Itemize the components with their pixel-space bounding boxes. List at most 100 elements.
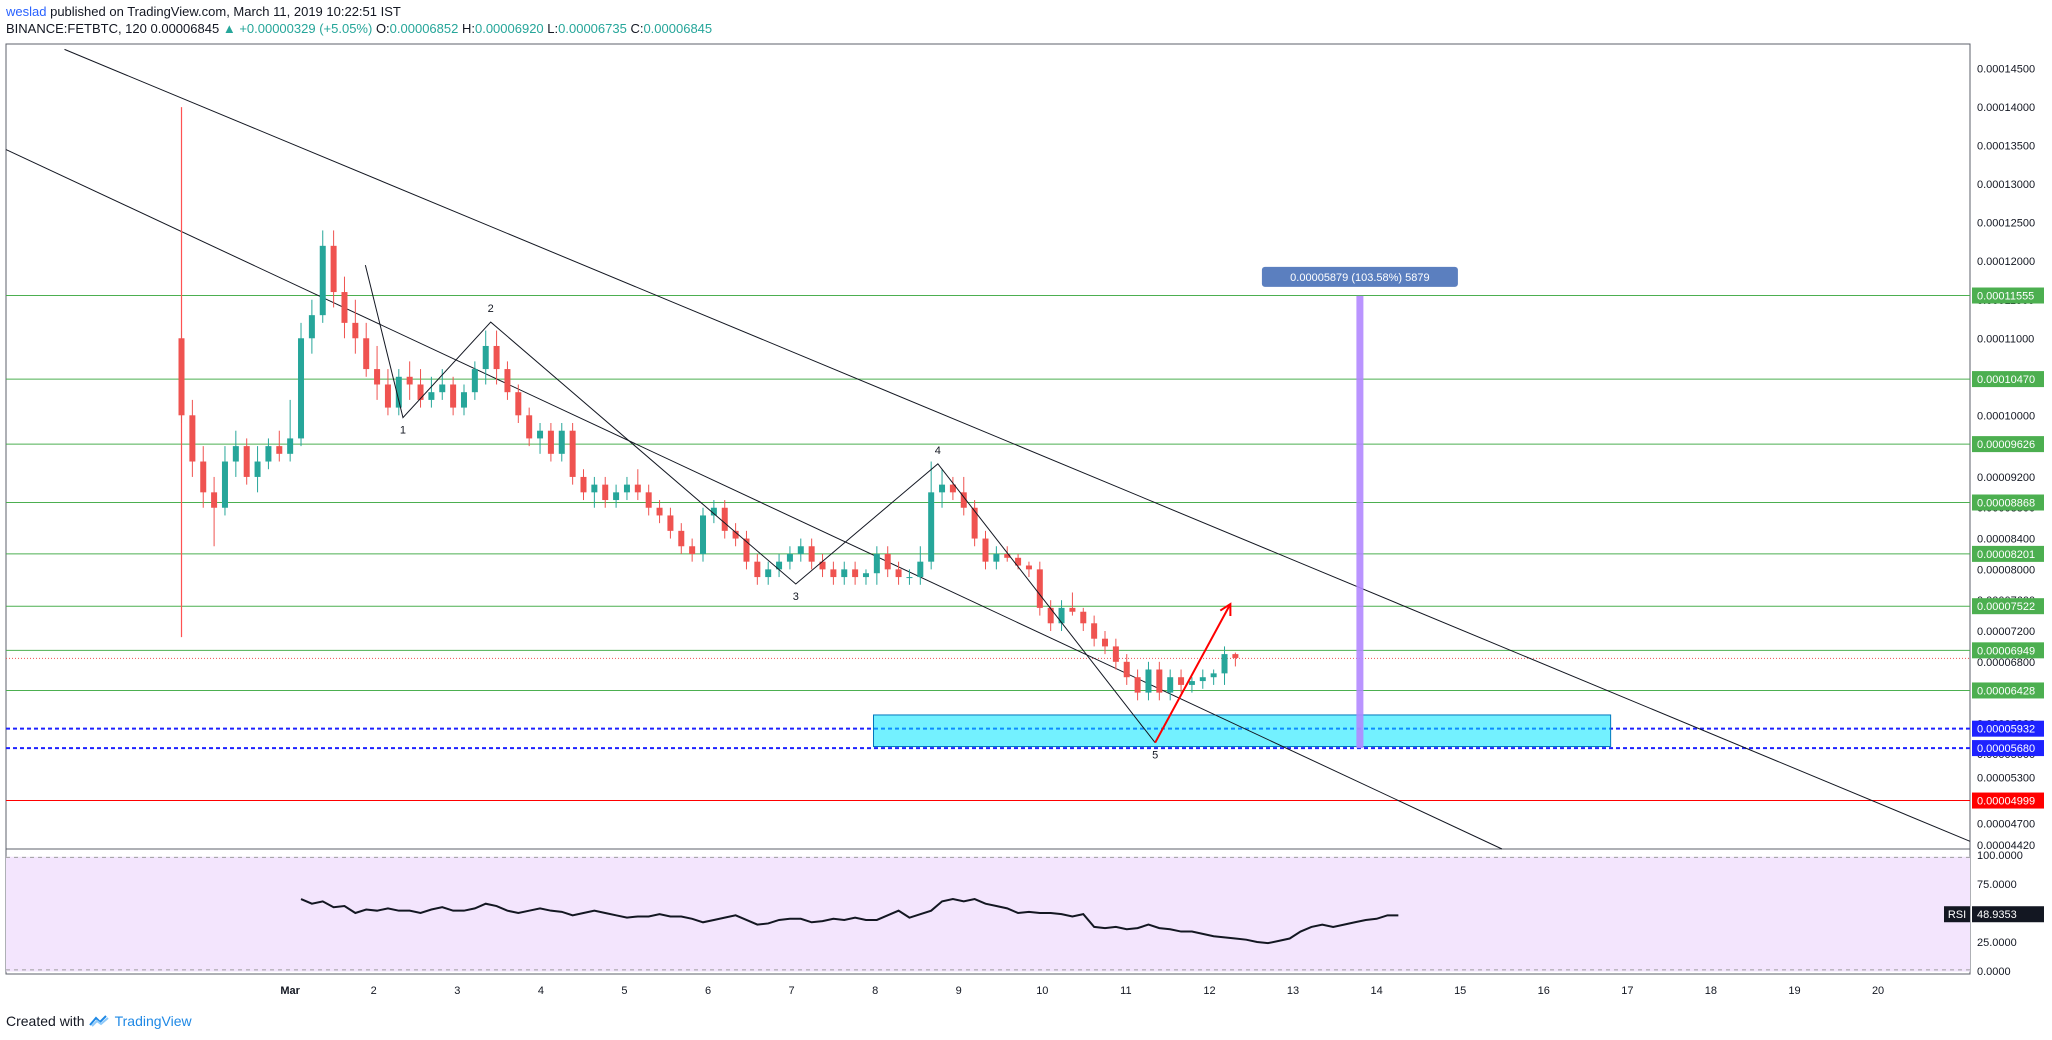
- candle-body-42: [634, 484, 641, 493]
- candle-body-68: [917, 561, 924, 578]
- time-tick-6: 7: [789, 985, 795, 997]
- price-tick-1: 0.00014000: [1977, 102, 2035, 114]
- publish-text: published on TradingView.com, March 11, …: [50, 4, 401, 19]
- price-badge-0.00006949: [1972, 642, 2044, 659]
- candle-body-18: [374, 369, 381, 385]
- candle-body-59: [819, 561, 826, 570]
- tradingview-logo-icon: [88, 1015, 109, 1027]
- price-badge-text-0.00007522: 0.00007522: [1977, 601, 2035, 613]
- high-value: 0.00006920: [474, 21, 544, 36]
- low-value: 0.00006735: [558, 21, 627, 36]
- candle-body-7: [254, 461, 261, 477]
- candle-body-3: [211, 492, 218, 508]
- price-tick-17: 0.00006800: [1977, 657, 2035, 669]
- candle-body-29: [493, 345, 500, 370]
- candle-body-91: [1167, 677, 1174, 693]
- candle-body-56: [786, 553, 793, 562]
- candle-body-37: [580, 476, 587, 493]
- demand-zone: [873, 714, 1612, 748]
- price-badge-text-0.00004999: 0.00004999: [1977, 796, 2035, 808]
- price-badge-text-0.00006428: 0.00006428: [1977, 685, 2035, 697]
- rsi-line: [300, 898, 1399, 945]
- price-tick-13: 0.00008400: [1977, 534, 2035, 546]
- time-tick-7: 8: [872, 985, 878, 997]
- time-tick-17: 18: [1705, 985, 1717, 997]
- candle-body-69: [928, 492, 935, 562]
- candle-body-76: [1004, 553, 1011, 558]
- tradingview-link[interactable]: TradingView: [114, 1013, 192, 1029]
- candle-body-45: [667, 515, 674, 531]
- candle-body-17: [363, 338, 370, 370]
- last-price: 0.00006845: [150, 21, 220, 36]
- rsi-tick-2: 25.0000: [1977, 937, 2017, 949]
- candle-body-81: [1058, 607, 1065, 624]
- publish-info: weslad published on TradingView.com, Mar…: [6, 3, 401, 20]
- candle-body-41: [623, 484, 630, 493]
- time-tick-8: 9: [956, 985, 962, 997]
- candle-body-75: [993, 553, 1000, 562]
- time-tick-10: 11: [1120, 985, 1131, 997]
- time-tick-12: 13: [1287, 985, 1299, 997]
- candle-body-36: [569, 430, 576, 477]
- candle-body-20: [395, 376, 402, 408]
- candle-body-87: [1123, 661, 1130, 678]
- candle-body-53: [754, 561, 761, 578]
- price-badge-0.00008201: [1972, 545, 2044, 562]
- price-badge-0.00005680: [1972, 740, 2044, 757]
- candle-body-77: [1015, 557, 1022, 566]
- price-badge-0.00010470: [1972, 371, 2044, 388]
- candle-body-88: [1134, 677, 1141, 693]
- close-label: C:: [630, 21, 644, 36]
- price-badge-text-0.00008201: 0.00008201: [1977, 549, 2035, 561]
- candle-body-9: [276, 446, 283, 454]
- candle-body-39: [602, 484, 609, 501]
- time-tick-18: 19: [1788, 985, 1800, 997]
- candle-body-25: [450, 384, 457, 408]
- wave-label-4: 4: [935, 445, 941, 457]
- candle-body-40: [613, 492, 620, 501]
- candle-body-30: [504, 369, 511, 393]
- rsi-tick-0: 100.0000: [1977, 850, 2023, 862]
- time-tick-3: 4: [538, 985, 544, 997]
- price-change: +0.00000329 (+5.05%): [239, 21, 373, 36]
- candle-body-61: [841, 569, 848, 578]
- candle-body-46: [678, 530, 685, 547]
- price-tick-0: 0.00014500: [1977, 64, 2035, 76]
- candle-body-5: [232, 446, 239, 462]
- target-arrow-line: [1154, 603, 1232, 744]
- candle-body-43: [645, 492, 652, 508]
- candle-body-26: [460, 392, 467, 408]
- high-label: H:: [461, 21, 475, 36]
- price-badge-text-0.00011555: 0.00011555: [1977, 291, 2034, 303]
- candle-body-80: [1047, 607, 1054, 624]
- price-badge-0.00004999: [1972, 792, 2044, 809]
- low-label: L:: [547, 21, 559, 36]
- candle-body-0: [178, 338, 185, 416]
- measure-label: 0.00005879 (103.58%) 5879: [1290, 272, 1429, 284]
- candle-body-95: [1210, 673, 1217, 678]
- ohlc-legend: BINANCE:FETBTC, 120 0.00006845 ▲ +0.0000…: [6, 20, 712, 37]
- candle-body-34: [547, 430, 554, 454]
- candle-body-71: [949, 484, 956, 493]
- candle-body-21: [406, 376, 413, 385]
- candle-body-35: [558, 430, 565, 454]
- candle-body-19: [384, 384, 391, 408]
- price-badge-0.00011555: [1972, 287, 2044, 304]
- candle-body-58: [808, 546, 815, 562]
- candle-body-8: [265, 446, 272, 462]
- candle-body-55: [776, 561, 783, 570]
- candle-body-11: [298, 338, 305, 439]
- rsi-tick-3: 0.0000: [1977, 966, 2011, 978]
- candle-body-50: [721, 507, 728, 531]
- author-link[interactable]: weslad: [6, 4, 47, 19]
- candle-body-47: [689, 546, 696, 554]
- candle-body-64: [873, 553, 880, 574]
- created-with-text: Created with: [6, 1013, 85, 1029]
- candle-body-13: [319, 245, 326, 316]
- rsi-name-text: RSI: [1948, 909, 1966, 921]
- price-badge-0.00009626: [1972, 436, 2044, 453]
- price-badge-0.00007522: [1972, 598, 2044, 615]
- candle-body-2: [200, 461, 207, 493]
- time-tick-14: 15: [1454, 985, 1466, 997]
